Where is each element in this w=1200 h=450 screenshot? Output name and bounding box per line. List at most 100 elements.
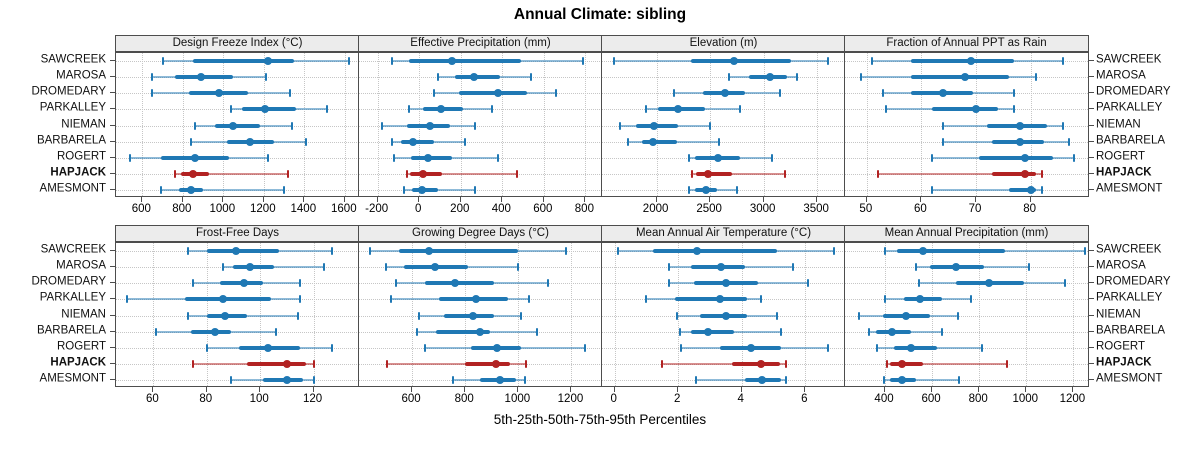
cap-95th	[1027, 263, 1030, 272]
x-tick-mark	[975, 197, 977, 202]
box-25th-75th	[192, 59, 295, 64]
cap-5th	[402, 185, 405, 194]
box-25th-75th	[1008, 187, 1037, 192]
x-tick-label: 800	[574, 203, 594, 215]
x-tick-mark	[978, 387, 980, 392]
cap-5th	[173, 169, 176, 178]
cap-5th	[884, 105, 887, 114]
x-tick-label: 1400	[290, 203, 317, 215]
panel-strip-effective-precipitation: Effective Precipitation (mm)	[358, 35, 603, 52]
median-dot	[240, 279, 249, 288]
y-tick-mark	[110, 282, 115, 284]
whisker-5th-95th	[695, 378, 787, 381]
median-dot	[717, 263, 726, 272]
y-tick-mark	[1089, 298, 1094, 300]
site-label-parkalley: PARKALLEY	[39, 101, 106, 114]
x-tick-mark	[152, 387, 154, 392]
site-label-hapjack: HAPJACK	[1096, 166, 1152, 179]
median-dot	[721, 311, 730, 320]
whisker-5th-95th	[877, 172, 1042, 175]
median-dot	[245, 137, 254, 146]
site-label-barbarela: BARBARELA	[1096, 323, 1166, 336]
gridline-vertical	[979, 243, 981, 386]
gridline-vertical	[304, 53, 306, 196]
box-25th-75th	[215, 123, 260, 128]
gridline-horizontal	[359, 141, 602, 143]
median-dot	[197, 73, 206, 82]
x-tick-mark	[1072, 387, 1074, 392]
cap-95th	[291, 121, 294, 130]
x-tick-mark	[570, 387, 572, 392]
y-tick-mark	[110, 346, 115, 348]
site-label-amesmont: AMESMONT	[1096, 372, 1163, 385]
cap-95th	[957, 311, 960, 320]
cap-95th	[555, 89, 558, 98]
cap-95th	[791, 263, 794, 272]
cap-5th	[645, 295, 648, 304]
y-tick-mark	[1089, 156, 1094, 158]
cap-5th	[424, 343, 427, 352]
cap-5th	[931, 185, 934, 194]
panel-effective-precipitation	[358, 52, 603, 197]
cap-5th	[875, 343, 878, 352]
site-label-marosa: MAROSA	[56, 259, 106, 272]
median-dot	[747, 343, 756, 352]
cap-5th	[125, 295, 128, 304]
cap-5th	[229, 375, 232, 384]
gridline-vertical	[1073, 243, 1075, 386]
median-dot	[703, 169, 712, 178]
cap-95th	[980, 343, 983, 352]
box-25th-75th	[889, 361, 923, 366]
y-tick-mark	[1089, 172, 1094, 174]
median-dot	[409, 137, 417, 146]
cap-95th	[940, 327, 943, 336]
box-25th-75th	[206, 249, 279, 254]
median-dot	[939, 89, 948, 98]
x-tick-label: 800	[454, 393, 474, 405]
cap-5th	[680, 343, 683, 352]
x-tick-label: 3500	[803, 203, 829, 215]
cap-5th	[385, 359, 388, 368]
median-dot	[1015, 137, 1024, 146]
median-dot	[437, 105, 446, 114]
cap-95th	[795, 73, 798, 82]
cap-95th	[958, 375, 961, 384]
median-dot	[693, 247, 702, 256]
x-tick-mark	[709, 197, 711, 202]
cap-95th	[1040, 185, 1043, 194]
median-dot	[713, 153, 722, 162]
site-label-barbarela: BARBARELA	[36, 133, 106, 146]
panel-strip-fraction-ppt-rain: Fraction of Annual PPT as Rain	[844, 35, 1089, 52]
cap-95th	[1062, 121, 1065, 130]
cap-95th	[312, 375, 315, 384]
median-dot	[221, 311, 230, 320]
y-tick-mark	[110, 76, 115, 78]
median-dot	[897, 359, 906, 368]
median-dot	[650, 121, 659, 130]
cap-5th	[405, 169, 408, 178]
median-dot	[758, 375, 767, 384]
median-dot	[186, 185, 195, 194]
panel-mean-annual-air-temperature	[601, 242, 846, 387]
chart-title: Annual Climate: sibling	[513, 6, 687, 23]
x-tick-mark	[613, 387, 615, 392]
x-tick-label: 2	[674, 393, 681, 405]
median-dot	[430, 263, 439, 272]
median-dot	[260, 105, 269, 114]
site-label-sawcreek: SAWCREEK	[40, 243, 106, 256]
y-tick-mark	[110, 60, 115, 62]
cap-95th	[583, 343, 586, 352]
gridline-vertical	[142, 53, 144, 196]
cap-5th	[192, 359, 195, 368]
cap-5th	[389, 295, 392, 304]
cap-5th	[395, 279, 398, 288]
gridline-vertical	[313, 243, 315, 386]
site-label-marosa: MAROSA	[1096, 69, 1146, 82]
box-25th-75th	[978, 155, 1053, 160]
x-tick-mark	[464, 387, 466, 392]
x-tick-label: 600	[921, 393, 941, 405]
site-label-nieman: NIEMAN	[61, 307, 106, 320]
median-dot	[756, 359, 765, 368]
cap-5th	[626, 137, 629, 146]
site-label-barbarela: BARBARELA	[1096, 133, 1166, 146]
